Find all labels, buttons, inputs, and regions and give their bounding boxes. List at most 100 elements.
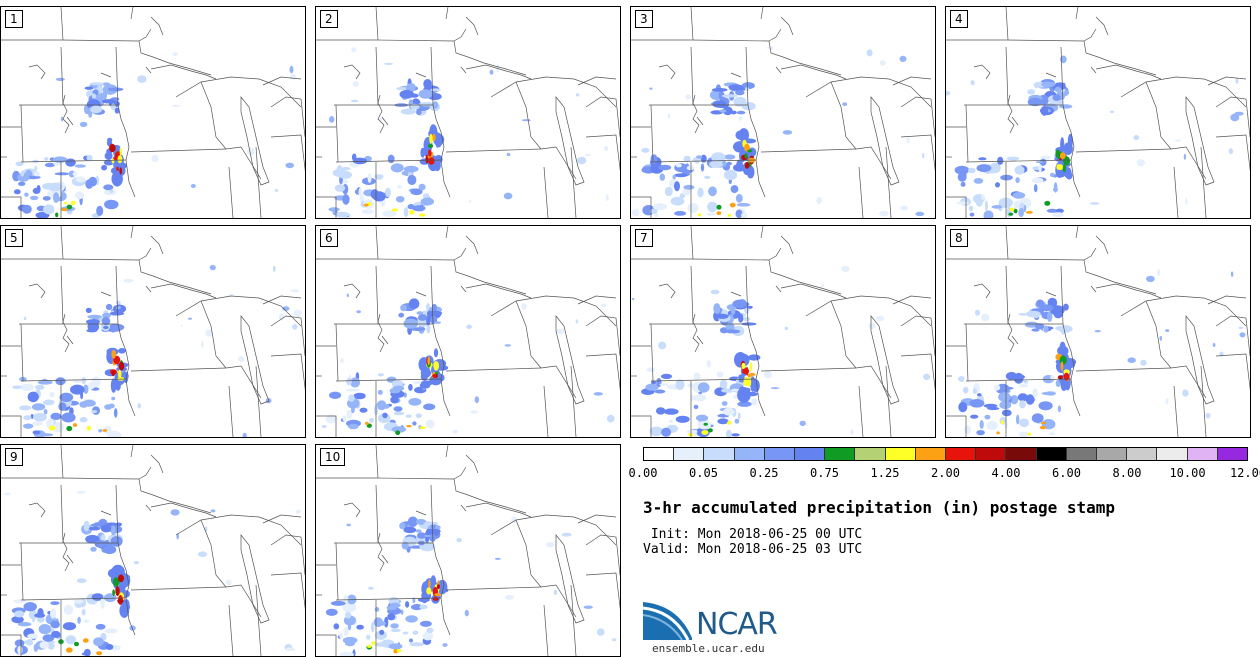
map-boundary-line — [515, 519, 542, 588]
precip-cell-heavy — [118, 361, 125, 371]
colorbar-swatch — [674, 448, 705, 460]
precip-cell — [879, 60, 886, 66]
map-boundary-line — [430, 484, 434, 544]
precip-cell — [44, 157, 49, 161]
precip-cell — [356, 624, 364, 630]
map-boundary-line — [150, 235, 164, 255]
map-boundary-line — [1185, 315, 1215, 405]
precip-cell — [188, 317, 192, 320]
precip-cell — [382, 412, 388, 419]
precip-cell — [87, 321, 100, 333]
map-boundary-line — [453, 40, 527, 76]
precip-cell — [295, 509, 301, 514]
precip-cell — [100, 597, 105, 609]
precip-cell — [55, 377, 66, 386]
map-boundary-line — [115, 484, 119, 544]
precip-cell-heavy — [1063, 156, 1071, 166]
precip-cell — [17, 173, 30, 182]
precip-cell — [1059, 104, 1073, 109]
precip-cell — [14, 639, 25, 647]
precip-cell — [110, 536, 123, 547]
precip-cell — [430, 88, 441, 92]
precip-cell — [23, 602, 37, 612]
precip-cell — [711, 88, 728, 92]
precip-cell — [906, 137, 910, 144]
init-time: Init: Mon 2018-06-25 00 UTC — [643, 527, 863, 542]
precip-cell — [1054, 86, 1062, 93]
map-boundary-line — [690, 226, 694, 260]
precip-cell-heavy — [1041, 421, 1047, 425]
precip-cell-heavy — [749, 361, 753, 372]
precip-cell — [103, 184, 114, 191]
precip-cell — [958, 401, 968, 413]
map-boundary-line — [805, 295, 932, 327]
precip-cell — [713, 303, 721, 314]
precip-cell — [353, 392, 366, 400]
map-boundary-line — [892, 76, 932, 86]
precip-cell — [377, 389, 383, 395]
map-boundary-line — [1083, 40, 1157, 76]
precip-cell — [74, 598, 84, 604]
map-boundary-line — [445, 586, 542, 591]
map-boundary-line — [465, 283, 532, 299]
precip-cell-heavy — [1025, 211, 1033, 214]
precip-cell — [55, 77, 65, 81]
precip-cell — [1001, 409, 1012, 417]
map-boundary-line — [755, 159, 766, 198]
precip-cell — [663, 408, 679, 415]
precip-cell — [1110, 110, 1114, 114]
precip-cell — [746, 391, 758, 397]
precip-cell — [700, 163, 705, 172]
precip-cell — [417, 532, 426, 539]
precip-cell-heavy — [434, 593, 442, 597]
precip-cell — [675, 415, 690, 423]
precip-cell — [23, 316, 27, 321]
precip-cell — [706, 212, 716, 216]
precip-cell — [866, 49, 873, 57]
precip-cell — [330, 600, 346, 606]
map-boundary-line — [270, 572, 305, 610]
precip-cell — [555, 328, 565, 335]
precip-cell — [604, 145, 609, 152]
precip-cell — [105, 644, 114, 650]
map-boundary-line — [316, 415, 337, 437]
precip-cell — [668, 113, 671, 119]
map-boundary-line — [430, 46, 434, 106]
map-boundary-line — [760, 7, 764, 20]
map-boundary-line — [690, 265, 694, 325]
colorbar-swatch — [976, 448, 1007, 460]
precip-cell — [88, 526, 101, 531]
map-boundary-line — [150, 502, 217, 518]
precip-cell — [979, 420, 984, 429]
precip-cell — [1159, 336, 1163, 341]
precip-cell — [416, 109, 422, 116]
precip-cell — [651, 380, 657, 385]
precip-cell — [1014, 165, 1025, 175]
precip-cell — [385, 187, 391, 198]
precip-cell — [390, 628, 401, 633]
precip-cell — [343, 594, 349, 603]
map-boundary-line — [1215, 134, 1250, 172]
precip-cell — [91, 93, 97, 99]
map-boundary-line — [465, 16, 479, 36]
map-boundary-line — [240, 315, 270, 405]
map-boundary-line — [1011, 335, 1019, 345]
precip-cell — [725, 329, 741, 334]
map-boundary-line — [1145, 300, 1172, 369]
precip-cell — [420, 197, 434, 206]
precip-cell — [1006, 156, 1020, 161]
precip-cell — [658, 164, 672, 171]
precip-cell — [79, 401, 89, 408]
precip-cell — [715, 313, 729, 319]
map-boundary-line — [1045, 291, 1057, 297]
precip-cell — [102, 312, 111, 319]
map-boundary-line — [577, 76, 617, 86]
precip-cell — [137, 403, 141, 409]
precip-cell-heavy — [729, 202, 736, 208]
precip-colorbar — [643, 447, 1248, 461]
precip-cell — [672, 174, 676, 180]
precip-cell — [841, 265, 850, 272]
precip-cell — [50, 601, 60, 605]
map-boundary-line — [577, 514, 617, 524]
map-boundary-line — [1200, 146, 1207, 218]
